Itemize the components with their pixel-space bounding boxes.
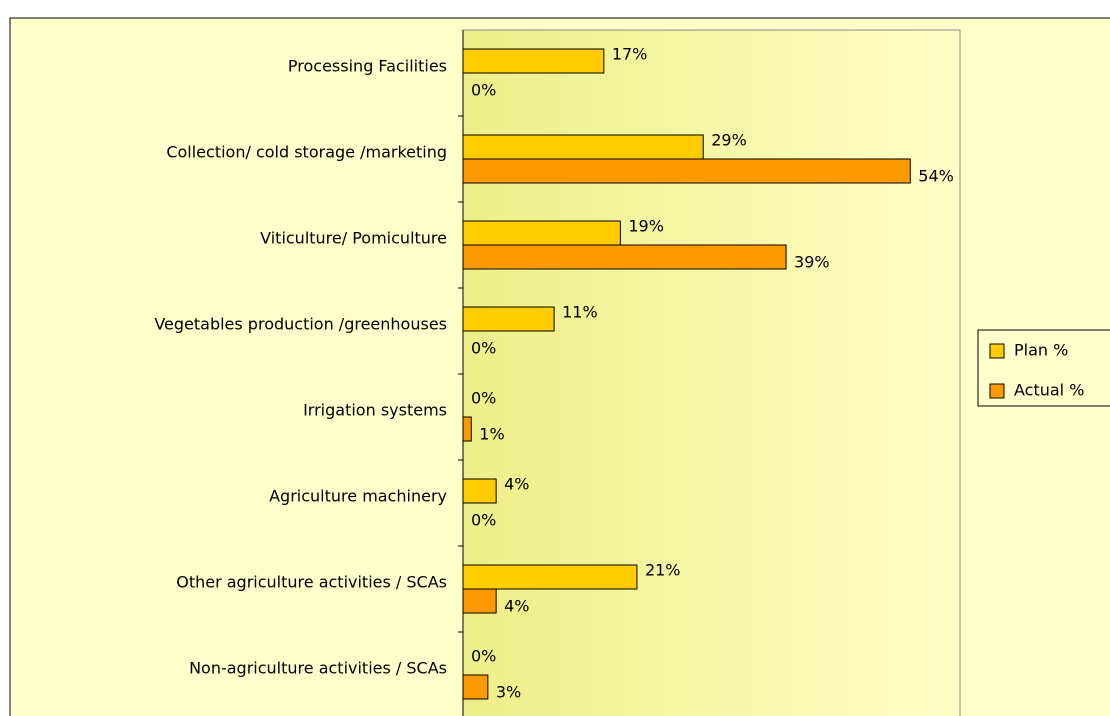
bar bbox=[462, 244, 787, 270]
bar bbox=[462, 416, 472, 442]
bar bbox=[462, 134, 704, 160]
data-label: 0% bbox=[471, 389, 496, 408]
data-label: 29% bbox=[711, 131, 747, 150]
legend-swatch bbox=[989, 343, 1005, 359]
data-label: 19% bbox=[628, 217, 664, 236]
category-label: Agriculture machinery bbox=[269, 487, 447, 506]
legend-label: Plan % bbox=[1014, 341, 1068, 360]
category-label: Processing Facilities bbox=[288, 57, 447, 76]
bar bbox=[462, 158, 911, 184]
bar bbox=[462, 564, 638, 590]
data-label: 0% bbox=[471, 647, 496, 666]
category-label: Collection/ cold storage /marketing bbox=[166, 143, 447, 162]
data-label: 0% bbox=[471, 81, 496, 100]
category-label: Other agriculture activities / SCAs bbox=[176, 573, 447, 592]
bar bbox=[462, 674, 489, 700]
data-label: 0% bbox=[471, 339, 496, 358]
category-label: Non-agriculture activities / SCAs bbox=[189, 659, 447, 678]
category-label: Irrigation systems bbox=[303, 401, 447, 420]
data-label: 54% bbox=[918, 167, 954, 186]
data-label: 4% bbox=[504, 597, 529, 616]
data-label: 0% bbox=[471, 511, 496, 530]
legend-label: Actual % bbox=[1014, 381, 1084, 400]
legend-swatch bbox=[989, 383, 1005, 399]
data-label: 11% bbox=[562, 303, 598, 322]
category-label: Vegetables production /greenhouses bbox=[154, 315, 447, 334]
bar bbox=[462, 220, 621, 246]
data-label: 39% bbox=[794, 253, 830, 272]
bar bbox=[462, 306, 555, 332]
bar bbox=[462, 478, 497, 504]
data-label: 17% bbox=[612, 45, 648, 64]
bar bbox=[462, 588, 497, 614]
data-label: 4% bbox=[504, 475, 529, 494]
category-label: Viticulture/ Pomiculture bbox=[260, 229, 447, 248]
bar bbox=[462, 48, 605, 74]
data-label: 1% bbox=[479, 425, 504, 444]
data-label: 21% bbox=[645, 561, 681, 580]
data-label: 3% bbox=[496, 683, 521, 702]
